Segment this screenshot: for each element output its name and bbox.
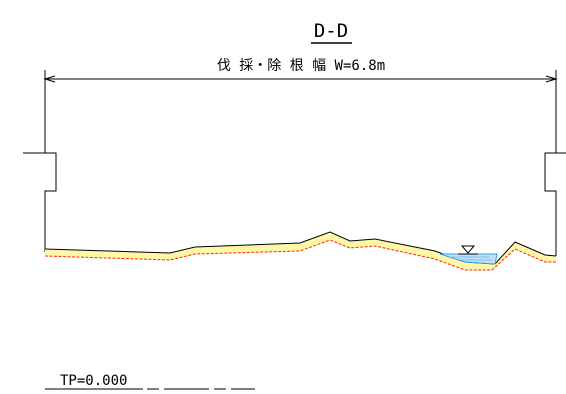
water-level-icon [458,245,478,255]
excavation-line [44,239,556,271]
width-dimension-line [43,75,558,83]
section-title: D-D [314,20,348,42]
elevation-label: TP=0.000 [60,373,127,389]
left-boundary-step [23,152,57,252]
right-boundary-step [544,152,557,256]
left-boundary-line [23,70,46,154]
right-boundary-line [555,70,566,154]
water-hatching [452,256,492,261]
ground-surface-line [44,231,557,265]
width-label: 伐 採・除 根 幅 W=6.8m [217,58,385,74]
